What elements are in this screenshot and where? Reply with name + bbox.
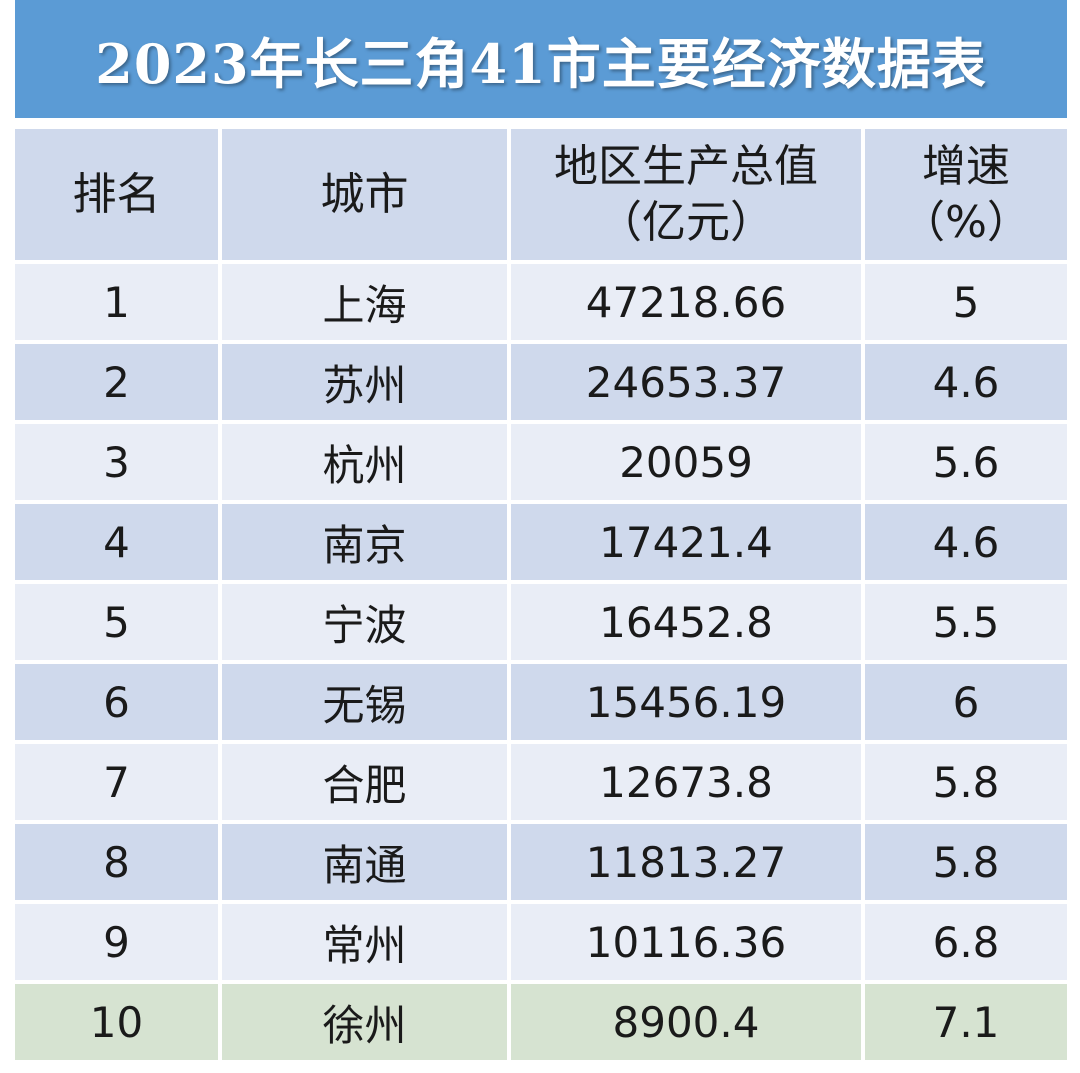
header-gdp: 地区生产总值 （亿元） <box>511 129 861 260</box>
title-bar: 2023年长三角41市主要经济数据表 <box>15 0 1067 118</box>
header-gdp-unit: （亿元） <box>598 196 774 248</box>
cell-gdp-highlighted: 8900.4 <box>511 984 861 1060</box>
cell-gdp: 17421.4 <box>511 504 861 580</box>
cell-gdp: 15456.19 <box>511 664 861 740</box>
cell-city: 无锡 <box>222 664 507 740</box>
cell-city: 苏州 <box>222 344 507 420</box>
cell-growth: 5.8 <box>865 744 1067 820</box>
header-growth-unit: （%） <box>901 196 1031 248</box>
cell-growth-highlighted: 7.1 <box>865 984 1067 1060</box>
cell-rank: 5 <box>15 584 218 660</box>
cell-growth: 6.8 <box>865 904 1067 980</box>
cell-gdp: 10116.36 <box>511 904 861 980</box>
cell-gdp: 47218.66 <box>511 264 861 340</box>
cell-rank: 8 <box>15 824 218 900</box>
cell-gdp: 20059 <box>511 424 861 500</box>
header-growth: 增速 （%） <box>865 129 1067 260</box>
cell-gdp: 11813.27 <box>511 824 861 900</box>
header-growth-label: 增速 <box>922 140 1010 192</box>
cell-city-highlighted: 徐州 <box>222 984 507 1060</box>
header-rank: 排名 <box>15 129 218 260</box>
cell-gdp: 24653.37 <box>511 344 861 420</box>
table-title: 2023年长三角41市主要经济数据表 <box>95 31 987 96</box>
cell-rank-highlighted: 10 <box>15 984 218 1060</box>
cell-rank: 3 <box>15 424 218 500</box>
cell-city: 南京 <box>222 504 507 580</box>
cell-city: 南通 <box>222 824 507 900</box>
cell-growth: 4.6 <box>865 504 1067 580</box>
cell-growth: 5.6 <box>865 424 1067 500</box>
cell-rank: 7 <box>15 744 218 820</box>
cell-growth: 5.5 <box>865 584 1067 660</box>
cell-city: 上海 <box>222 264 507 340</box>
cell-gdp: 16452.8 <box>511 584 861 660</box>
cell-rank: 1 <box>15 264 218 340</box>
header-city: 城市 <box>222 129 507 260</box>
cell-rank: 4 <box>15 504 218 580</box>
cell-rank: 2 <box>15 344 218 420</box>
cell-growth: 5 <box>865 264 1067 340</box>
cell-city: 宁波 <box>222 584 507 660</box>
cell-city: 杭州 <box>222 424 507 500</box>
cell-rank: 9 <box>15 904 218 980</box>
header-gdp-label: 地区生产总值 <box>554 140 818 192</box>
cell-city: 常州 <box>222 904 507 980</box>
cell-city: 合肥 <box>222 744 507 820</box>
cell-gdp: 12673.8 <box>511 744 861 820</box>
cell-growth: 5.8 <box>865 824 1067 900</box>
economic-data-table: 排名 城市 地区生产总值 （亿元） 增速 （%） 1 上海 47218.66 5… <box>15 129 1067 1060</box>
cell-growth: 6 <box>865 664 1067 740</box>
cell-rank: 6 <box>15 664 218 740</box>
cell-growth: 4.6 <box>865 344 1067 420</box>
